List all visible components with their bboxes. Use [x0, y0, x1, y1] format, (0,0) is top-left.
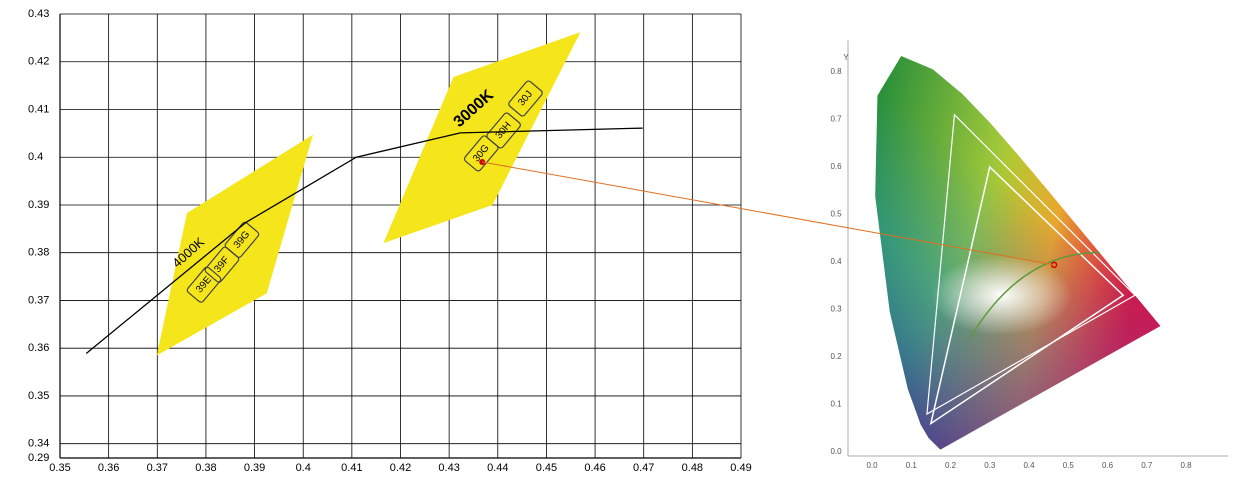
x-tick-label: 0.46: [584, 462, 605, 474]
x-tick-label: 0.42: [390, 462, 411, 474]
y-axis-label: Y: [843, 53, 849, 62]
right-chart: Y 0.0 0.1 0.2 0.3 0.4 0.5 0.6 0.7 0.8 0.0 0.1 0.2 0.3…: [830, 40, 1228, 470]
y-tick-label: 0.35: [28, 390, 49, 402]
x-tick-label: 0.1: [906, 461, 918, 470]
x-tick-label: 0.36: [98, 462, 119, 474]
y-tick-label: 0.41: [28, 103, 49, 115]
x-tick-label: 0.43: [438, 462, 459, 474]
y-tick-label: 0.5: [830, 210, 842, 219]
connector: [482, 161, 1055, 266]
x-tick-label: 0.41: [341, 462, 362, 474]
y-tick-label: 0.1: [830, 400, 842, 409]
x-tick-label: 0.45: [536, 462, 557, 474]
y-tick-label: 0.8: [830, 67, 842, 76]
gamut-triangle: [926, 113, 1136, 416]
bin-box: [186, 266, 222, 303]
y-tick-label: 0.2: [830, 352, 842, 361]
y-tick-label: 0.7: [830, 115, 842, 124]
x-tick-label: 0.0: [866, 461, 878, 470]
y-tick-label: 0.36: [28, 342, 49, 354]
bin-box: [486, 112, 521, 149]
bin-box: [224, 221, 260, 258]
gamut-triangle: [929, 165, 1125, 426]
bin-box: [508, 80, 543, 117]
x-tick-label: 0.3: [984, 461, 996, 470]
y-tick-label: 0.37: [28, 294, 49, 306]
x-tick-label: 0.4: [1023, 461, 1035, 470]
y-tick-label: 0.38: [28, 247, 49, 259]
bin-region: [156, 134, 313, 356]
planckian-locus: [969, 251, 1100, 339]
x-tick-label: 0.4: [296, 462, 311, 474]
y-tick-label: 0.39: [28, 199, 49, 211]
y-tick-label: 0.34: [28, 438, 49, 450]
x-tick-label: 0.7: [1141, 461, 1153, 470]
x-tick-label: 0.38: [195, 462, 216, 474]
y-tick-label: 0.4: [830, 257, 842, 266]
x-tick-label: 0.39: [244, 462, 265, 474]
y-tick-label: 0.29: [28, 452, 49, 464]
x-tick-label: 0.49: [730, 462, 751, 474]
x-tick-label: 0.48: [682, 462, 703, 474]
gamut-magenta: [875, 55, 1161, 450]
y-tick-label: 0.6: [830, 162, 842, 171]
y-tick-label: 0.4: [28, 151, 43, 163]
locus-line: [85, 127, 643, 354]
y-tick-label: 0.43: [28, 8, 49, 20]
x-tick-label: 0.5: [1063, 461, 1075, 470]
y-tick-label: 0.0: [830, 447, 842, 456]
x-tick-label: 0.37: [147, 462, 168, 474]
x-tick-label: 0.8: [1180, 461, 1192, 470]
x-tick-label: 0.44: [487, 462, 508, 474]
x-tick-label: 0.47: [633, 462, 654, 474]
left-chart: 0.290.340.350.360.370.380.390.40.410.420…: [28, 8, 752, 474]
y-tick-label: 0.42: [28, 56, 49, 68]
x-tick-label: 0.6: [1102, 461, 1114, 470]
y-tick-label: 0.3: [830, 305, 842, 314]
x-tick-label: 0.35: [49, 462, 70, 474]
x-tick-label: 0.2: [945, 461, 957, 470]
